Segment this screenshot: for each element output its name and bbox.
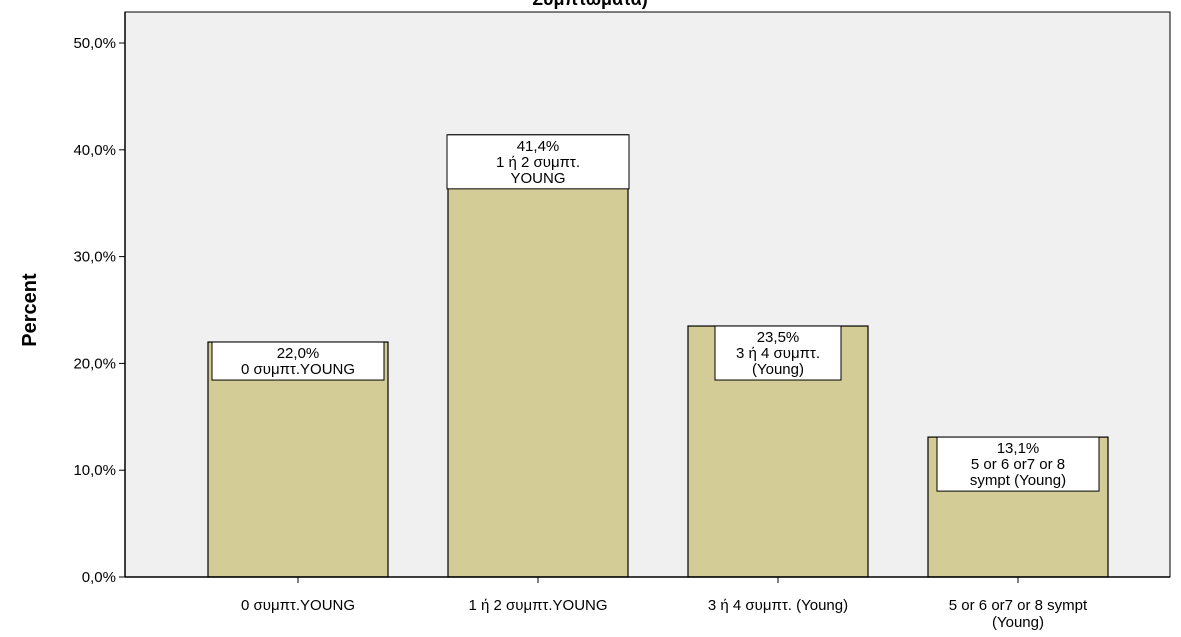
x-tick-label-1-0: 1 ή 2 συμπτ.YOUNG bbox=[468, 597, 607, 614]
data-label-0-1: 0 συμπτ.YOUNG bbox=[241, 361, 355, 378]
data-label-3-2: sympt (Young) bbox=[970, 472, 1066, 489]
data-label-0-0: 22,0% bbox=[277, 345, 320, 362]
data-label-3-1: 5 or 6 or7 or 8 bbox=[971, 456, 1065, 473]
y-tick-label-5: 50,0% bbox=[73, 35, 116, 52]
x-tick-label-3-0: 5 or 6 or7 or 8 sympt bbox=[949, 597, 1088, 614]
y-tick-label-0: 0,0% bbox=[82, 569, 116, 586]
x-tick-label-0-0: 0 συμπτ.YOUNG bbox=[241, 597, 355, 614]
data-label-3-0: 13,1% bbox=[997, 440, 1040, 457]
data-label-1-0: 41,4% bbox=[517, 138, 560, 155]
data-label-2-2: (Young) bbox=[752, 361, 804, 378]
y-ticks: 0,0% 10,0% 20,0% 30,0% 40,0% 50,0% bbox=[73, 35, 125, 586]
axes bbox=[124, 12, 1170, 578]
data-label-box-2 bbox=[714, 325, 842, 381]
data-labels: 22,0%0 συμπτ.YOUNG 41,4%1 ή 2 συμπτ.YOUNG… bbox=[211, 134, 1100, 492]
y-tick-label-1: 10,0% bbox=[73, 462, 116, 479]
bar-1 bbox=[447, 134, 629, 578]
y-axis-label: Percent bbox=[19, 273, 41, 347]
x-tick-label-3-1: (Young) bbox=[992, 614, 1044, 631]
data-label-1-1: 1 ή 2 συμπτ. bbox=[496, 154, 580, 171]
y-tick-label-4: 40,0% bbox=[73, 142, 116, 159]
x-ticks: 0 συμπτ.YOUNG 1 ή 2 συμπτ.YOUNG 3 ή 4 συμπ… bbox=[241, 577, 1088, 631]
data-label-2-1: 3 ή 4 συμπτ. bbox=[736, 345, 820, 362]
y-tick-label-3: 30,0% bbox=[73, 249, 116, 266]
bar-0 bbox=[207, 341, 389, 578]
data-label-2-0: 23,5% bbox=[757, 329, 800, 346]
data-label-box-3 bbox=[936, 436, 1100, 492]
chart-title: Συμπτώματα) bbox=[532, 0, 647, 9]
data-label-1-2: YOUNG bbox=[510, 170, 565, 187]
data-label-box-1 bbox=[446, 134, 630, 190]
data-label-box-0 bbox=[211, 341, 385, 381]
y-tick-label-2: 20,0% bbox=[73, 355, 116, 372]
x-tick-label-2-0: 3 ή 4 συμπτ. (Young) bbox=[708, 597, 848, 614]
